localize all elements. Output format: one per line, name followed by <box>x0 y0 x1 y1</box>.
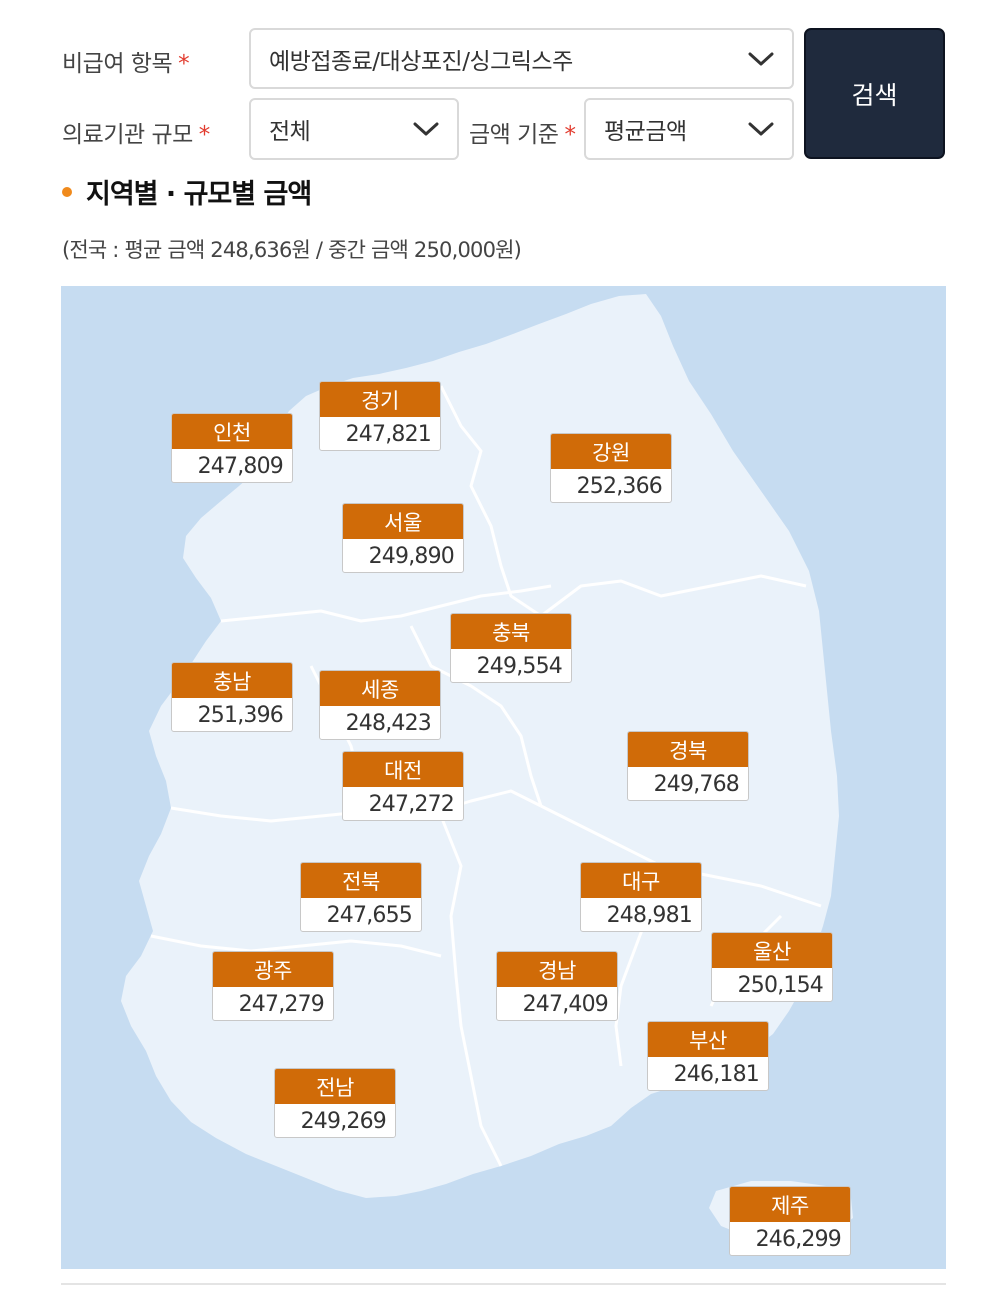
region-value: 247,272 <box>368 792 455 817</box>
region-name: 전남 <box>275 1069 395 1104</box>
region-name: 충남 <box>172 663 292 698</box>
institution-select[interactable]: 전체 <box>249 98 459 160</box>
institution-label: 의료기관 규모 * <box>62 122 211 148</box>
region-badge-incheon[interactable]: 인천 247,809 <box>171 413 293 483</box>
required-mark: * <box>178 51 190 77</box>
region-badge-daejeon[interactable]: 대전 247,272 <box>342 751 464 821</box>
region-name: 울산 <box>712 933 832 968</box>
region-name: 대구 <box>581 863 701 898</box>
amount-label: 금액 기준 * <box>469 122 576 148</box>
region-name: 광주 <box>213 952 333 987</box>
region-value: 246,299 <box>755 1227 842 1252</box>
region-name: 인천 <box>172 414 292 449</box>
region-name: 경남 <box>497 952 617 987</box>
item-select[interactable]: 예방접종료/대상포진/싱그릭스주 <box>249 28 794 89</box>
region-value: 247,655 <box>326 903 413 928</box>
region-name: 세종 <box>320 671 440 706</box>
region-value: 247,409 <box>522 992 609 1017</box>
region-badge-gyeongnam[interactable]: 경남 247,409 <box>496 951 618 1021</box>
region-name: 경북 <box>628 732 748 767</box>
region-value: 249,269 <box>300 1109 387 1134</box>
region-name: 충북 <box>451 614 571 649</box>
region-badge-busan[interactable]: 부산 246,181 <box>647 1021 769 1091</box>
region-badge-chungbuk[interactable]: 충북 249,554 <box>450 613 572 683</box>
region-badge-jeonbuk[interactable]: 전북 247,655 <box>300 862 422 932</box>
region-name: 서울 <box>343 504 463 539</box>
chevron-down-icon <box>748 52 774 65</box>
region-value: 252,366 <box>576 474 663 499</box>
region-value: 248,423 <box>345 711 432 736</box>
region-name: 대전 <box>343 752 463 787</box>
bullet-dot-icon <box>62 186 72 197</box>
region-badge-jeonnam[interactable]: 전남 249,269 <box>274 1068 396 1138</box>
region-value: 247,821 <box>345 422 432 447</box>
region-value: 247,279 <box>238 992 325 1017</box>
region-value: 251,396 <box>197 703 284 728</box>
search-button[interactable]: 검색 <box>804 28 945 159</box>
item-label: 비급여 항목 * <box>62 51 190 77</box>
region-value: 249,554 <box>476 654 563 679</box>
region-value: 249,890 <box>368 544 455 569</box>
region-badge-daegu[interactable]: 대구 248,981 <box>580 862 702 932</box>
region-badge-chungnam[interactable]: 충남 251,396 <box>171 662 293 732</box>
region-value: 246,181 <box>673 1062 760 1087</box>
region-value: 250,154 <box>737 973 824 998</box>
region-name: 경기 <box>320 382 440 417</box>
region-name: 전북 <box>301 863 421 898</box>
required-mark: * <box>198 122 211 148</box>
national-summary: (전국 : 평균 금액 248,636원 / 중간 금액 250,000원) <box>62 238 522 262</box>
region-name: 부산 <box>648 1022 768 1057</box>
region-badge-gangwon[interactable]: 강원 252,366 <box>550 433 672 503</box>
region-name: 강원 <box>551 434 671 469</box>
section-title: 지역별 · 규모별 금액 <box>62 172 312 211</box>
region-badge-sejong[interactable]: 세종 248,423 <box>319 670 441 740</box>
region-badge-ulsan[interactable]: 울산 250,154 <box>711 932 833 1002</box>
institution-select-value: 전체 <box>269 119 311 145</box>
amount-select[interactable]: 평균금액 <box>584 98 794 160</box>
region-value: 248,981 <box>606 903 693 928</box>
region-badge-gyeonggi[interactable]: 경기 247,821 <box>319 381 441 451</box>
item-select-value: 예방접종료/대상포진/싱그릭스주 <box>269 48 573 75</box>
region-badge-seoul[interactable]: 서울 249,890 <box>342 503 464 573</box>
region-name: 제주 <box>730 1187 850 1222</box>
region-value: 249,768 <box>653 772 740 797</box>
region-badge-gyeongbuk[interactable]: 경북 249,768 <box>627 731 749 801</box>
chevron-down-icon <box>748 122 774 136</box>
amount-select-value: 평균금액 <box>604 119 687 145</box>
required-mark: * <box>564 122 576 148</box>
region-badge-jeju[interactable]: 제주 246,299 <box>729 1186 851 1256</box>
chevron-down-icon <box>413 122 439 136</box>
bottom-divider <box>61 1283 946 1285</box>
region-value: 247,809 <box>197 454 284 479</box>
region-badge-gwangju[interactable]: 광주 247,279 <box>212 951 334 1021</box>
